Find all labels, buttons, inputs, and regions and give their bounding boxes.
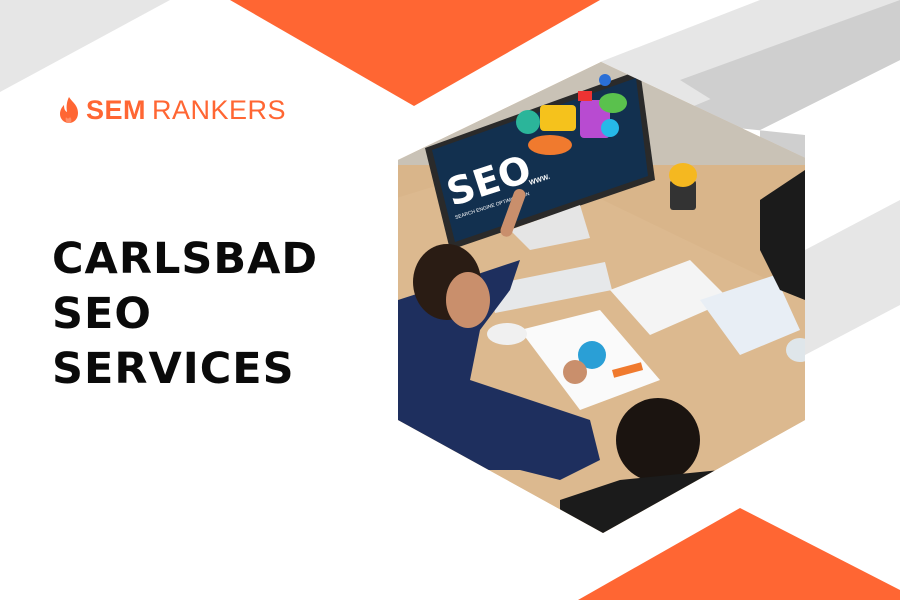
orange-bottom-shape (578, 508, 900, 600)
gray-band-dark-2 (680, 0, 900, 130)
flame-icon (60, 97, 78, 123)
title-line-2: SEO (52, 289, 152, 339)
orange-top-shape (230, 0, 600, 106)
logo-text-regular: RANKERS (152, 95, 287, 125)
brand-logo[interactable]: SEM RANKERS (58, 95, 286, 125)
title-line-1: CARLSBAD (52, 234, 319, 284)
gray-corner-shape (0, 0, 170, 92)
title-line-3: SERVICES (52, 344, 295, 394)
gray-band-right (805, 200, 900, 355)
page-title: CARLSBAD SEO SERVICES (52, 232, 318, 397)
keyboard (490, 262, 612, 313)
logo-text-bold: SEM (86, 95, 147, 125)
